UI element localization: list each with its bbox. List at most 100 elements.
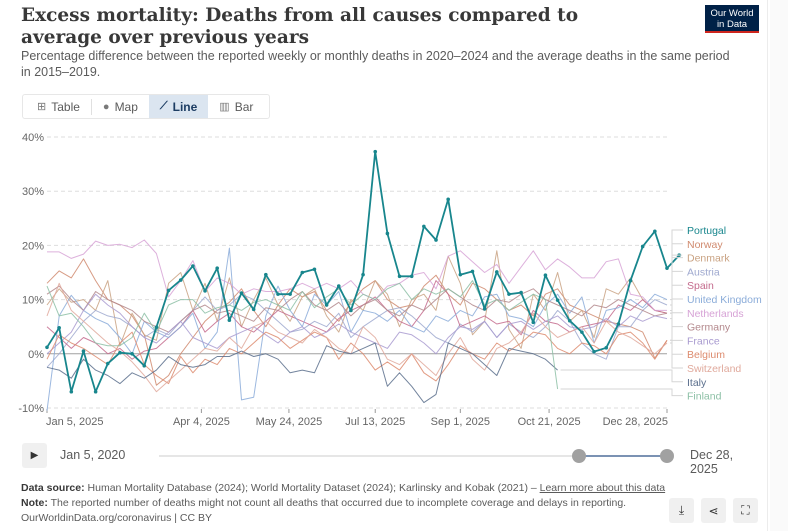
timeline-track[interactable] [159, 455, 667, 457]
chart-footer: Data source: Human Mortality Database (2… [21, 481, 681, 526]
x-tick-label: Jan 5, 2025 [46, 416, 104, 428]
download-button[interactable]: ⤓ [669, 498, 694, 523]
series-line-finland [46, 280, 559, 390]
fullscreen-icon: ⛶ [741, 503, 750, 517]
x-tick-label: Apr 4, 2025 [173, 416, 230, 428]
data-point [361, 272, 365, 277]
play-button[interactable]: ▶ [22, 443, 47, 468]
data-point [81, 349, 86, 353]
data-point [166, 288, 171, 293]
fullscreen-button[interactable]: ⛶ [733, 498, 758, 523]
tab-map-label: Map [114, 99, 138, 114]
data-point [409, 274, 414, 279]
line-chart: -10% 0% 10% 20% 30% 40% Jan 5, 2025 Apr 4, 2025… [18, 132, 762, 428]
legend-label-norway: Norway [687, 239, 723, 251]
data-point [628, 278, 633, 283]
legend-label-united-kingdom: United Kingdom [687, 294, 762, 306]
x-tick-label: Oct 21, 2025 [518, 416, 581, 428]
legend-connector [670, 298, 683, 301]
data-point [105, 361, 110, 366]
chart-actions: ⤓ ⋖ ⛶ [669, 498, 758, 523]
data-point [616, 322, 621, 326]
legend-label-france: France [687, 335, 720, 347]
x-tick-label: Sep 1, 2025 [431, 416, 490, 428]
data-point [495, 270, 499, 274]
timeline-start-handle[interactable] [572, 449, 586, 463]
data-point [507, 292, 511, 296]
series-line-belgium [46, 331, 668, 385]
legend-connector [560, 388, 683, 397]
data-point [482, 307, 487, 311]
table-icon: ⊞ [37, 101, 47, 113]
logo-line-2: in Data [716, 19, 748, 30]
tab-bar[interactable]: ▥ Bar [208, 95, 264, 118]
x-tick-label: May 24, 2025 [256, 416, 323, 428]
owid-logo[interactable]: Our World in Data [705, 5, 759, 33]
series-line-spain [46, 280, 668, 360]
y-tick-label: 0% [28, 349, 44, 361]
data-point [567, 318, 572, 323]
data-point [446, 197, 450, 202]
data-source-line: Data source: Human Mortality Database (2… [21, 481, 681, 496]
tab-line-label: Line [172, 99, 198, 114]
data-point [470, 269, 475, 274]
legend-label-finland: Finland [687, 391, 722, 403]
data-point [373, 149, 378, 154]
share-button[interactable]: ⋖ [701, 498, 726, 523]
legend-label-spain: Spain [687, 280, 714, 292]
data-point [653, 229, 657, 234]
data-source-prefix: Data source: [21, 482, 85, 494]
legend-label-netherlands: Netherlands [687, 308, 744, 320]
data-point [640, 244, 645, 249]
data-point [118, 350, 122, 355]
legend-label-switzerland: Switzerland [687, 363, 741, 375]
data-point [665, 266, 669, 270]
data-point [264, 272, 268, 277]
series-line-switzerland [46, 282, 668, 393]
data-point [227, 318, 232, 322]
data-point [543, 273, 548, 278]
play-icon: ▶ [30, 450, 39, 461]
y-tick-label: -10% [18, 403, 44, 415]
tab-bar-label: Bar [234, 99, 254, 114]
data-point [239, 291, 244, 295]
data-point [604, 346, 609, 350]
tab-map[interactable]: ● Map [92, 95, 149, 118]
series-line-portugal [46, 150, 680, 393]
data-point [422, 224, 426, 229]
legend-connector [560, 369, 683, 383]
note-text: The reported number of deaths might not … [47, 497, 627, 509]
y-tick-label: 10% [22, 295, 44, 307]
data-point [458, 272, 463, 277]
tab-line[interactable]: ⟋ Line [148, 95, 209, 118]
data-point [349, 308, 353, 313]
legend-label-belgium: Belgium [687, 349, 725, 361]
tab-divider [90, 98, 92, 115]
legend-label-italy: Italy [687, 377, 707, 389]
data-point [93, 389, 98, 394]
data-point [130, 352, 134, 356]
data-point [312, 267, 317, 272]
tab-table[interactable]: ⊞ Table [26, 95, 91, 118]
data-point [324, 303, 329, 307]
data-point [276, 292, 280, 296]
legend-label-denmark: Denmark [687, 253, 730, 265]
data-point [519, 290, 523, 295]
legend-connector [670, 342, 683, 369]
data-point [142, 363, 147, 368]
timeline-selected-range[interactable] [579, 455, 667, 457]
data-point [555, 298, 560, 302]
data-point [434, 238, 438, 242]
data-point [69, 389, 74, 394]
series-line-austria [46, 293, 668, 368]
tab-table-label: Table [51, 99, 80, 114]
timeline: ▶ Jan 5, 2020 Dec 28, 2025 [22, 441, 762, 476]
legend-label-austria: Austria [687, 266, 720, 278]
y-tick-label: 40% [22, 132, 44, 144]
series-line-netherlands [47, 239, 667, 311]
learn-more-link[interactable]: Learn more about this data [539, 482, 666, 494]
data-point [531, 320, 536, 325]
timeline-end-handle[interactable] [660, 449, 674, 463]
data-point [397, 274, 402, 279]
side-panel-edge [770, 0, 788, 531]
